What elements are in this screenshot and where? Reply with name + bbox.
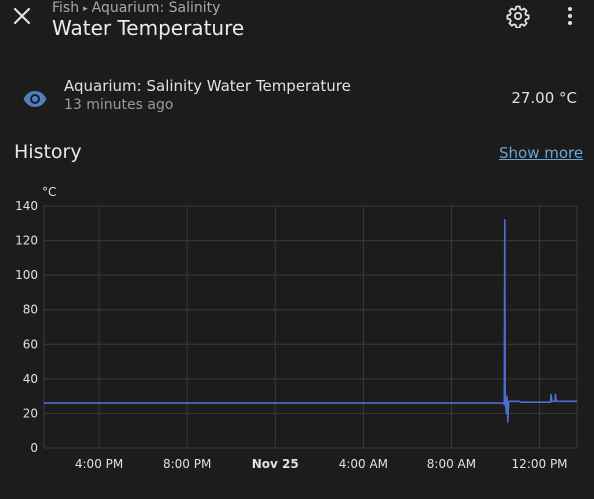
entity-last-changed: 13 minutes ago — [64, 97, 174, 113]
breadcrumb: Fish ▸ Aquarium: Salinity — [52, 0, 220, 16]
gear-icon[interactable] — [506, 4, 530, 28]
history-title: History — [14, 141, 82, 163]
y-tick-label: 140 — [15, 199, 38, 213]
y-tick-label: 0 — [30, 441, 38, 455]
x-tick-label: 8:00 AM — [427, 457, 476, 471]
y-tick-label: 100 — [15, 268, 38, 282]
entity-name[interactable]: Aquarium: Salinity Water Temperature — [64, 77, 351, 95]
x-tick-label: 4:00 PM — [75, 457, 123, 471]
show-more-link[interactable]: Show more — [499, 144, 584, 162]
y-tick-label: 120 — [15, 234, 38, 248]
page-title: Water Temperature — [52, 16, 245, 40]
breadcrumb-parent: Fish — [52, 0, 80, 16]
y-tick-label: 60 — [23, 337, 38, 351]
eye-icon — [23, 91, 47, 107]
y-axis-unit-label: °C — [42, 185, 56, 199]
breadcrumb-separator-icon: ▸ — [83, 4, 88, 14]
y-tick-label: 80 — [23, 303, 38, 317]
history-chart[interactable]: 0 20 40 60 80 100 120 140 4:00 PM 8:00 PM Nov 25 4:… — [0, 180, 594, 480]
close-icon[interactable] — [10, 4, 34, 28]
y-tick-label: 40 — [23, 372, 38, 386]
series-line — [44, 219, 577, 423]
x-tick-label: 12:00 PM — [512, 457, 568, 471]
y-tick-label: 20 — [23, 406, 38, 420]
x-tick-label: 4:00 AM — [339, 457, 388, 471]
breadcrumb-child: Aquarium: Salinity — [91, 0, 221, 16]
x-tick-label: 8:00 PM — [163, 457, 211, 471]
x-tick-label: Nov 25 — [252, 457, 299, 471]
more-vertical-icon[interactable] — [558, 4, 582, 28]
entity-state: 27.00 °C — [511, 89, 577, 107]
